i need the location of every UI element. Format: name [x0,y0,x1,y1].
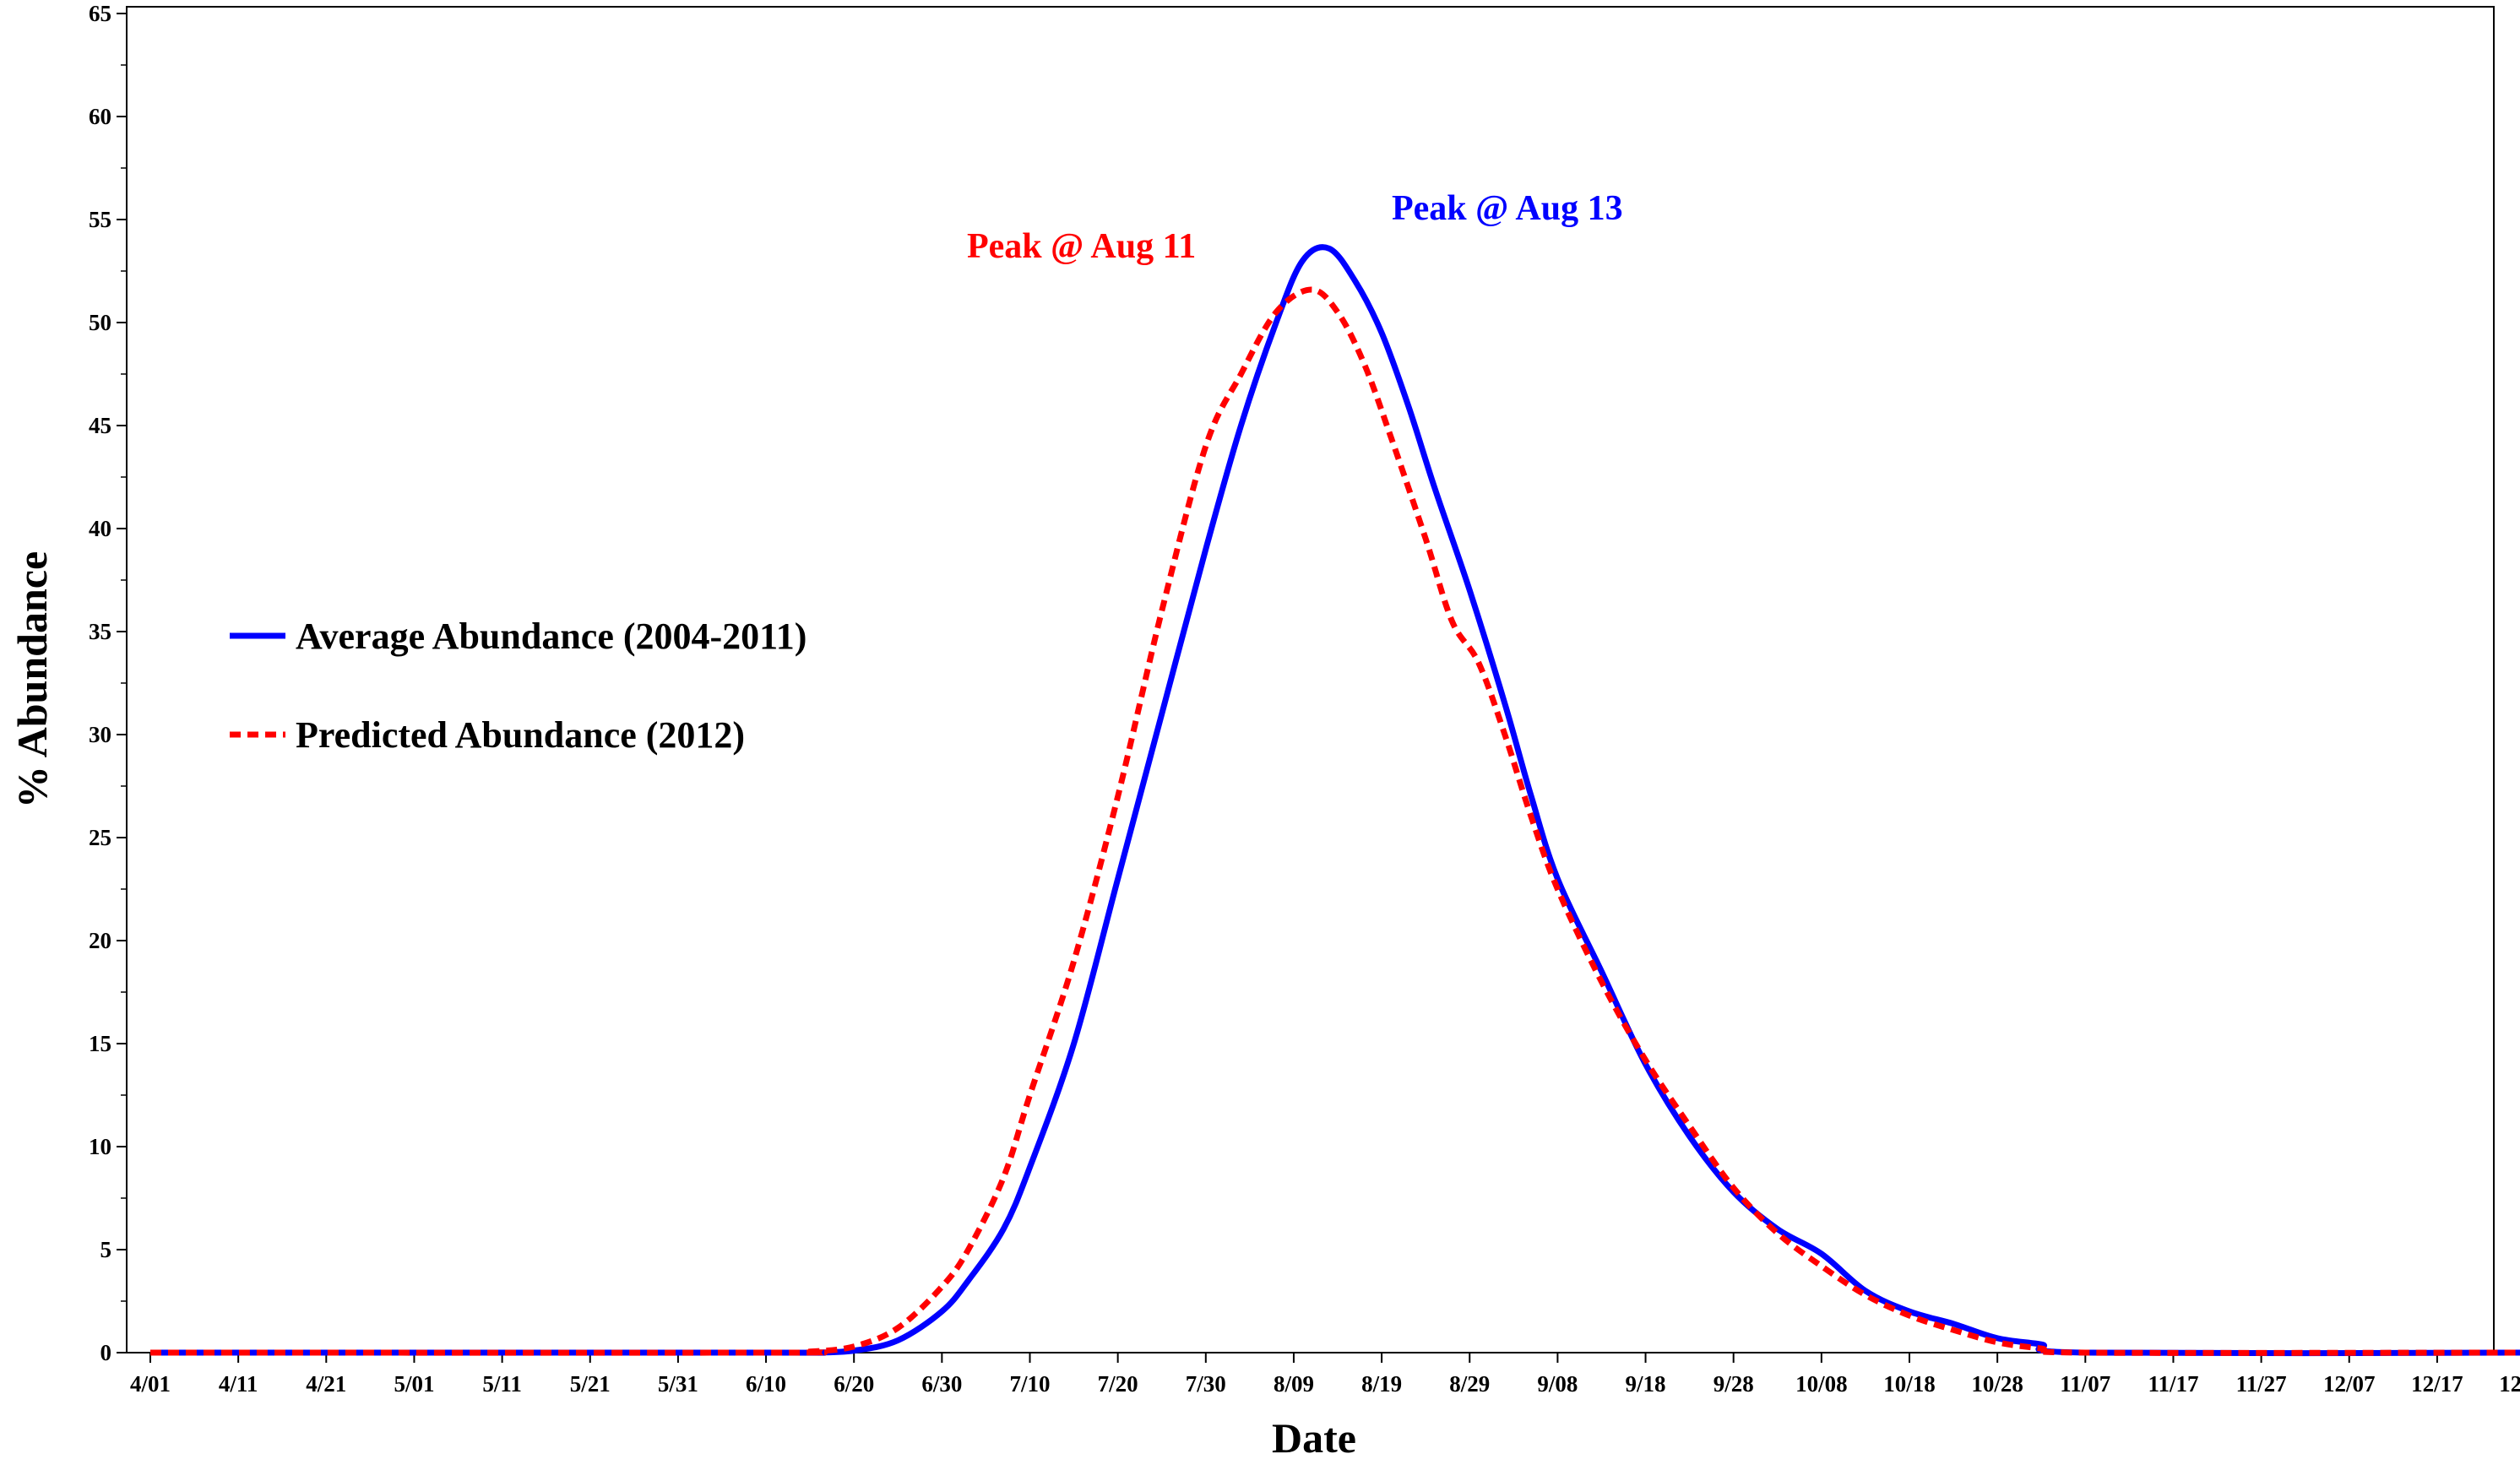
y-tick-label: 60 [89,104,111,129]
x-axis-title: Date [1272,1414,1356,1462]
x-tick-label: 10/18 [1883,1371,1936,1397]
y-tick-label: 20 [89,928,111,953]
x-tick-label: 12/27 [2499,1371,2520,1397]
series-line-predicted [149,286,2520,1356]
x-tick-label: 6/10 [746,1371,786,1397]
peak-annotation-predicted: Peak @ Aug 11 [967,227,1196,266]
x-tick-label: 4/01 [130,1371,171,1397]
x-axis: 4/01 4/11 4/21 5/01 5/11 5/21 5/31 6/10 6/20 6/30… [130,1353,2520,1397]
y-tick-label: 25 [89,825,111,850]
y-tick-label: 15 [89,1031,111,1056]
x-tick-label: 6/20 [834,1371,874,1397]
x-tick-label: 10/28 [1971,1371,2023,1397]
x-tick-label: 10/08 [1795,1371,1848,1397]
series-layer [149,244,2520,1357]
y-tick-label: 10 [89,1134,111,1159]
legend: Average Abundance (2004-2011) Predicted … [230,616,807,756]
x-tick-label: 12/17 [2411,1371,2463,1397]
y-tick-label: 55 [89,207,111,232]
x-tick-label: 5/31 [658,1371,698,1397]
peak-annotation-average: Peak @ Aug 13 [1392,189,1623,228]
x-tick-label: 9/28 [1713,1371,1754,1397]
x-tick-label: 6/30 [921,1371,962,1397]
x-tick-label: 9/18 [1626,1371,1666,1397]
y-tick-label: 45 [89,413,111,438]
x-tick-label: 7/20 [1098,1371,1138,1397]
x-tick-label: 11/17 [2148,1371,2198,1397]
y-tick-label: 50 [89,310,111,335]
y-tick-label: 65 [89,1,111,26]
legend-label-average: Average Abundance (2004-2011) [296,616,807,657]
x-tick-label: 9/08 [1537,1371,1578,1397]
y-tick-label: 40 [89,516,111,541]
x-tick-label: 8/09 [1274,1371,1314,1397]
x-tick-label: 11/27 [2236,1371,2287,1397]
y-axis-title: % Abundance [8,551,56,808]
y-axis: 0 5 10 15 20 25 30 35 40 45 50 55 60 65 [89,1,127,1365]
x-tick-label: 5/11 [482,1371,522,1397]
x-tick-label: 5/21 [570,1371,611,1397]
x-tick-label: 4/11 [219,1371,258,1397]
x-tick-label: 7/30 [1186,1371,1226,1397]
x-tick-label: 12/07 [2323,1371,2376,1397]
legend-label-predicted: Predicted Abundance (2012) [296,714,745,756]
y-tick-label: 5 [100,1237,112,1262]
y-tick-label: 0 [100,1340,112,1365]
y-tick-label: 35 [89,619,111,644]
x-tick-label: 5/01 [394,1371,434,1397]
y-tick-label: 30 [89,722,111,747]
x-tick-label: 7/10 [1009,1371,1050,1397]
x-tick-label: 8/29 [1449,1371,1490,1397]
x-tick-label: 8/19 [1361,1371,1402,1397]
x-tick-label: 11/07 [2060,1371,2110,1397]
plot-frame [126,6,2495,1353]
series-line-average [149,244,2520,1357]
x-tick-label: 4/21 [306,1371,346,1397]
